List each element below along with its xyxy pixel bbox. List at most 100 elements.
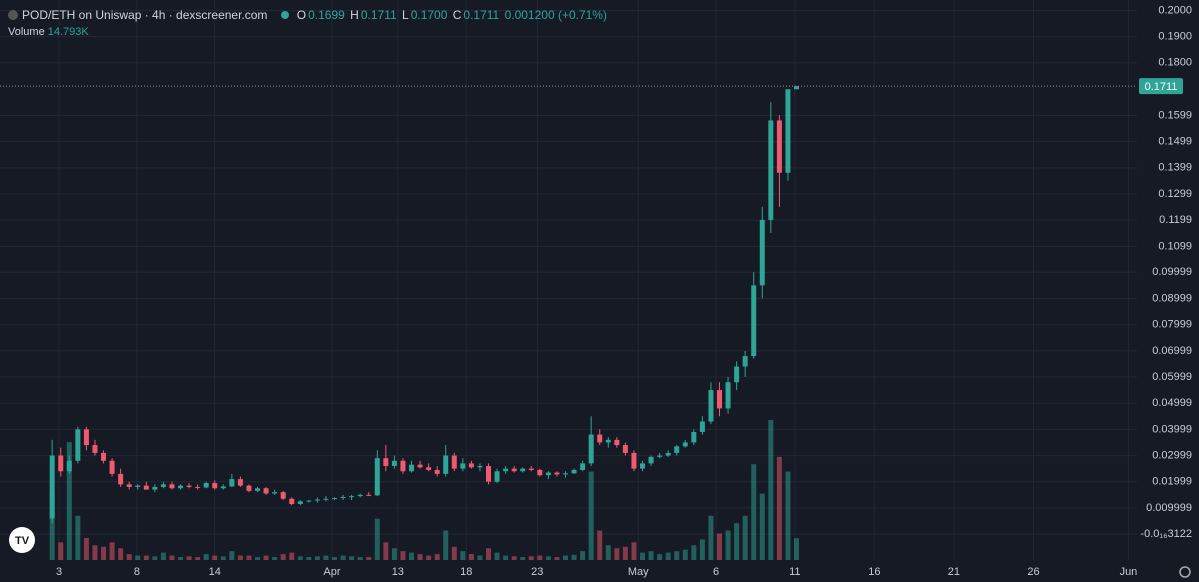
candle-body (785, 89, 791, 173)
candle-body (468, 463, 474, 468)
y-tick-label: 0.1099 (1158, 240, 1192, 252)
volume-bar (734, 523, 740, 560)
candle-body (58, 455, 64, 472)
candle-body (776, 120, 782, 173)
volume-bar (503, 555, 509, 560)
volume-bar (92, 545, 98, 560)
candle-body (400, 460, 406, 472)
high-label: H (350, 8, 359, 22)
y-tick-label: 0.1199 (1159, 214, 1192, 226)
x-tick-label: 18 (460, 566, 472, 578)
candle-body (708, 390, 714, 422)
volume-bar (126, 554, 132, 560)
settings-button[interactable] (1179, 566, 1191, 578)
volume-bar (237, 555, 243, 560)
token-icon (8, 10, 18, 20)
candle-body (49, 455, 55, 519)
candle-body (340, 496, 346, 498)
volume-bar (554, 557, 560, 560)
candle-body (272, 492, 278, 494)
candle-body (725, 382, 731, 409)
candle-body (297, 501, 303, 504)
candle-body (374, 458, 380, 496)
y-tick-label: 0.1900 (1158, 31, 1192, 43)
candle-body (580, 463, 586, 470)
volume-bar (75, 515, 81, 560)
volume-bar (340, 555, 346, 560)
open: 0.1699 (308, 8, 345, 22)
candle-body (563, 473, 569, 475)
volume-bar (588, 471, 594, 560)
candle-body (554, 472, 560, 475)
volume-bar (178, 557, 184, 560)
volume-bar (280, 554, 286, 560)
volume-bar (101, 546, 107, 560)
close-label: C (452, 8, 462, 22)
last-price-tag (1139, 78, 1183, 95)
volume-bar (357, 557, 363, 560)
x-tick-label: 21 (948, 566, 960, 578)
x-tick-label: 14 (209, 566, 221, 578)
volume-bar (143, 555, 149, 560)
volume-bar (486, 548, 492, 560)
candle-body (314, 499, 320, 501)
volume-bar (477, 555, 483, 560)
volume-bar (332, 557, 338, 560)
candle-body (759, 219, 765, 286)
candle-body (682, 442, 688, 447)
volume-bar (537, 555, 543, 560)
candle-body (597, 434, 603, 443)
candle-body (537, 469, 543, 476)
logo: TV (9, 527, 35, 553)
volume-bar (169, 555, 175, 560)
volume-legend: Volume 14.793K (8, 26, 89, 38)
candle-body (383, 458, 389, 467)
candle-body (665, 452, 671, 456)
volume-bar (682, 549, 688, 560)
candle-body (486, 466, 492, 482)
volume-bar (118, 548, 124, 560)
open-label: O (296, 8, 307, 22)
x-tick-label: 11 (789, 566, 800, 578)
candle-body (169, 484, 175, 489)
change: 0.001200 (+0.71%) (504, 8, 607, 22)
grid (0, 0, 1137, 560)
volume-bar (768, 420, 774, 560)
volume-bar (605, 545, 611, 560)
candle-body (614, 439, 620, 446)
candle-body (263, 488, 269, 494)
candle-body (357, 494, 363, 497)
y-tick-label: 0.02999 (1152, 449, 1192, 461)
candle-body (434, 469, 440, 474)
candle-body (640, 463, 646, 469)
candle-body (734, 366, 740, 383)
volume-bar (776, 456, 782, 560)
volume-value: 14.793K (47, 26, 89, 38)
volume-bar (409, 552, 415, 560)
volume-bar (212, 555, 218, 560)
y-tick-label: 0.06999 (1152, 345, 1192, 357)
y-tick-label: 0.1399 (1158, 162, 1192, 174)
volume-bar (186, 556, 192, 560)
last-price-label: 0.1711 (1145, 81, 1178, 93)
y-tick-label: 0.09999 (1152, 266, 1192, 278)
candle-body (494, 471, 500, 482)
y-tick-label: 0.08999 (1152, 292, 1192, 304)
candle-body (699, 421, 705, 432)
volume-bar (451, 546, 457, 560)
x-tick-label: 3 (56, 566, 62, 578)
volume-bar (665, 552, 671, 560)
volume-bar (460, 551, 466, 560)
volume-bar (699, 539, 705, 560)
volume-bar (229, 551, 235, 560)
y-tick-label: 0.009999 (1146, 502, 1192, 514)
x-tick-label: 8 (134, 566, 140, 578)
volume-bar (520, 557, 526, 560)
candle-body (622, 445, 628, 453)
candle-body (306, 500, 312, 502)
candle-body (426, 467, 432, 470)
volume-bar (468, 554, 474, 560)
volume-bar (494, 552, 500, 560)
volume-bar (366, 557, 372, 560)
candle-body (460, 463, 466, 469)
